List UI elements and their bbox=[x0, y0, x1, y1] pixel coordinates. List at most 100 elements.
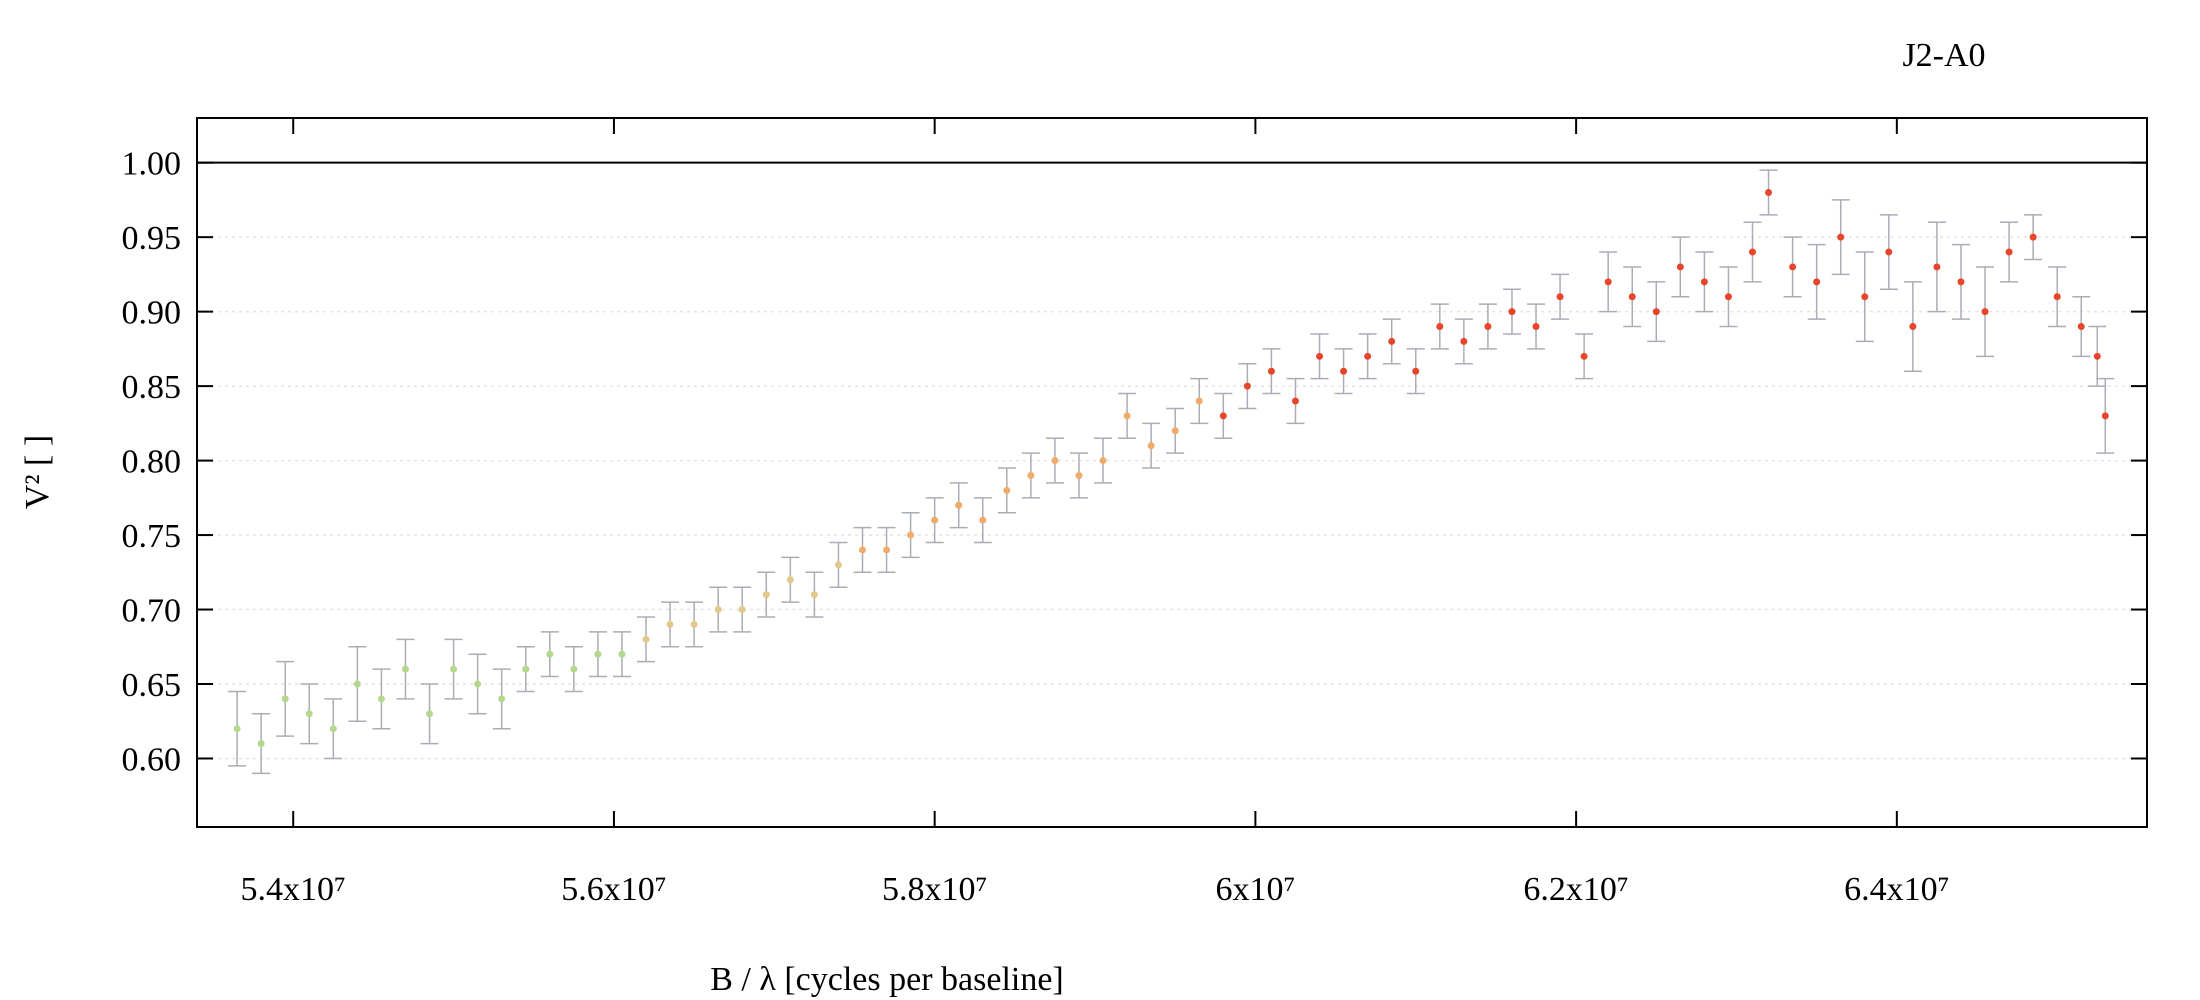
point bbox=[1861, 293, 1869, 301]
point bbox=[1219, 412, 1227, 420]
point bbox=[1580, 352, 1588, 360]
x-tick-label: 5.4x10⁷ bbox=[241, 871, 346, 908]
point bbox=[1676, 263, 1684, 271]
point bbox=[738, 606, 746, 614]
point bbox=[618, 650, 626, 658]
y-axis-label: V² [ ] bbox=[19, 435, 56, 509]
y-tick-label: 1.00 bbox=[122, 146, 182, 183]
point bbox=[353, 680, 361, 688]
point bbox=[450, 665, 458, 673]
x-axis-label: B / λ [cycles per baseline] bbox=[710, 961, 1064, 998]
point bbox=[2093, 352, 2101, 360]
point bbox=[1123, 412, 1131, 420]
point bbox=[546, 650, 554, 658]
point bbox=[1051, 457, 1059, 465]
point bbox=[1749, 248, 1757, 256]
point bbox=[1556, 293, 1564, 301]
point bbox=[1316, 352, 1324, 360]
point bbox=[570, 665, 578, 673]
point bbox=[1267, 367, 1275, 375]
point bbox=[883, 546, 891, 554]
point bbox=[1981, 308, 1989, 316]
point bbox=[2101, 412, 2109, 420]
y-tick-label: 0.65 bbox=[122, 667, 182, 704]
x-tick-label: 6.4x10⁷ bbox=[1844, 871, 1949, 908]
point bbox=[1484, 323, 1492, 331]
point bbox=[1837, 233, 1845, 241]
x-tick-label: 5.8x10⁷ bbox=[882, 871, 987, 908]
point bbox=[1813, 278, 1821, 286]
point bbox=[931, 516, 939, 524]
point bbox=[474, 680, 482, 688]
point bbox=[2077, 323, 2085, 331]
point bbox=[2029, 233, 2037, 241]
point bbox=[1027, 471, 1035, 479]
point bbox=[786, 576, 794, 584]
point bbox=[955, 501, 963, 509]
point bbox=[426, 710, 434, 718]
point bbox=[1075, 471, 1083, 479]
point bbox=[666, 620, 674, 628]
point bbox=[281, 695, 289, 703]
y-tick-label: 0.85 bbox=[122, 369, 182, 406]
point bbox=[1532, 323, 1540, 331]
point bbox=[1789, 263, 1797, 271]
point bbox=[522, 665, 530, 673]
y-tick-label: 0.95 bbox=[122, 220, 182, 257]
point bbox=[329, 725, 337, 733]
point bbox=[834, 561, 842, 569]
point bbox=[1171, 427, 1179, 435]
point bbox=[1195, 397, 1203, 405]
point bbox=[979, 516, 987, 524]
point bbox=[1885, 248, 1893, 256]
y-tick-label: 0.70 bbox=[122, 593, 182, 630]
y-tick-label: 0.60 bbox=[122, 741, 182, 778]
point bbox=[233, 725, 241, 733]
chart-title: J2-A0 bbox=[1902, 37, 1985, 74]
x-tick-label: 6x10⁷ bbox=[1215, 871, 1295, 908]
y-tick-label: 0.75 bbox=[122, 518, 182, 555]
point bbox=[859, 546, 867, 554]
point bbox=[1628, 293, 1636, 301]
point bbox=[377, 695, 385, 703]
point bbox=[1460, 337, 1468, 345]
point bbox=[1003, 486, 1011, 494]
point bbox=[1099, 457, 1107, 465]
point bbox=[1364, 352, 1372, 360]
point bbox=[1933, 263, 1941, 271]
point bbox=[2005, 248, 2013, 256]
y-tick-label: 0.90 bbox=[122, 295, 182, 332]
point bbox=[2053, 293, 2061, 301]
point bbox=[594, 650, 602, 658]
point bbox=[401, 665, 409, 673]
plot-frame bbox=[196, 117, 2148, 828]
point bbox=[1388, 337, 1396, 345]
point bbox=[1291, 397, 1299, 405]
point bbox=[1243, 382, 1251, 390]
point bbox=[810, 591, 818, 599]
point bbox=[1909, 323, 1917, 331]
point bbox=[1724, 293, 1732, 301]
point bbox=[642, 635, 650, 643]
point bbox=[1412, 367, 1420, 375]
point bbox=[714, 606, 722, 614]
point bbox=[257, 740, 265, 748]
point bbox=[1765, 188, 1773, 196]
point bbox=[907, 531, 915, 539]
point bbox=[690, 620, 698, 628]
point bbox=[498, 695, 506, 703]
x-tick-label: 5.6x10⁷ bbox=[561, 871, 666, 908]
y-tick-label: 0.80 bbox=[122, 444, 182, 481]
point bbox=[1604, 278, 1612, 286]
point bbox=[1957, 278, 1965, 286]
point bbox=[1340, 367, 1348, 375]
x-tick-label: 6.2x10⁷ bbox=[1523, 871, 1628, 908]
point bbox=[762, 591, 770, 599]
point bbox=[1147, 442, 1155, 450]
point bbox=[305, 710, 313, 718]
point bbox=[1436, 323, 1444, 331]
point bbox=[1508, 308, 1516, 316]
point bbox=[1700, 278, 1708, 286]
point bbox=[1652, 308, 1660, 316]
